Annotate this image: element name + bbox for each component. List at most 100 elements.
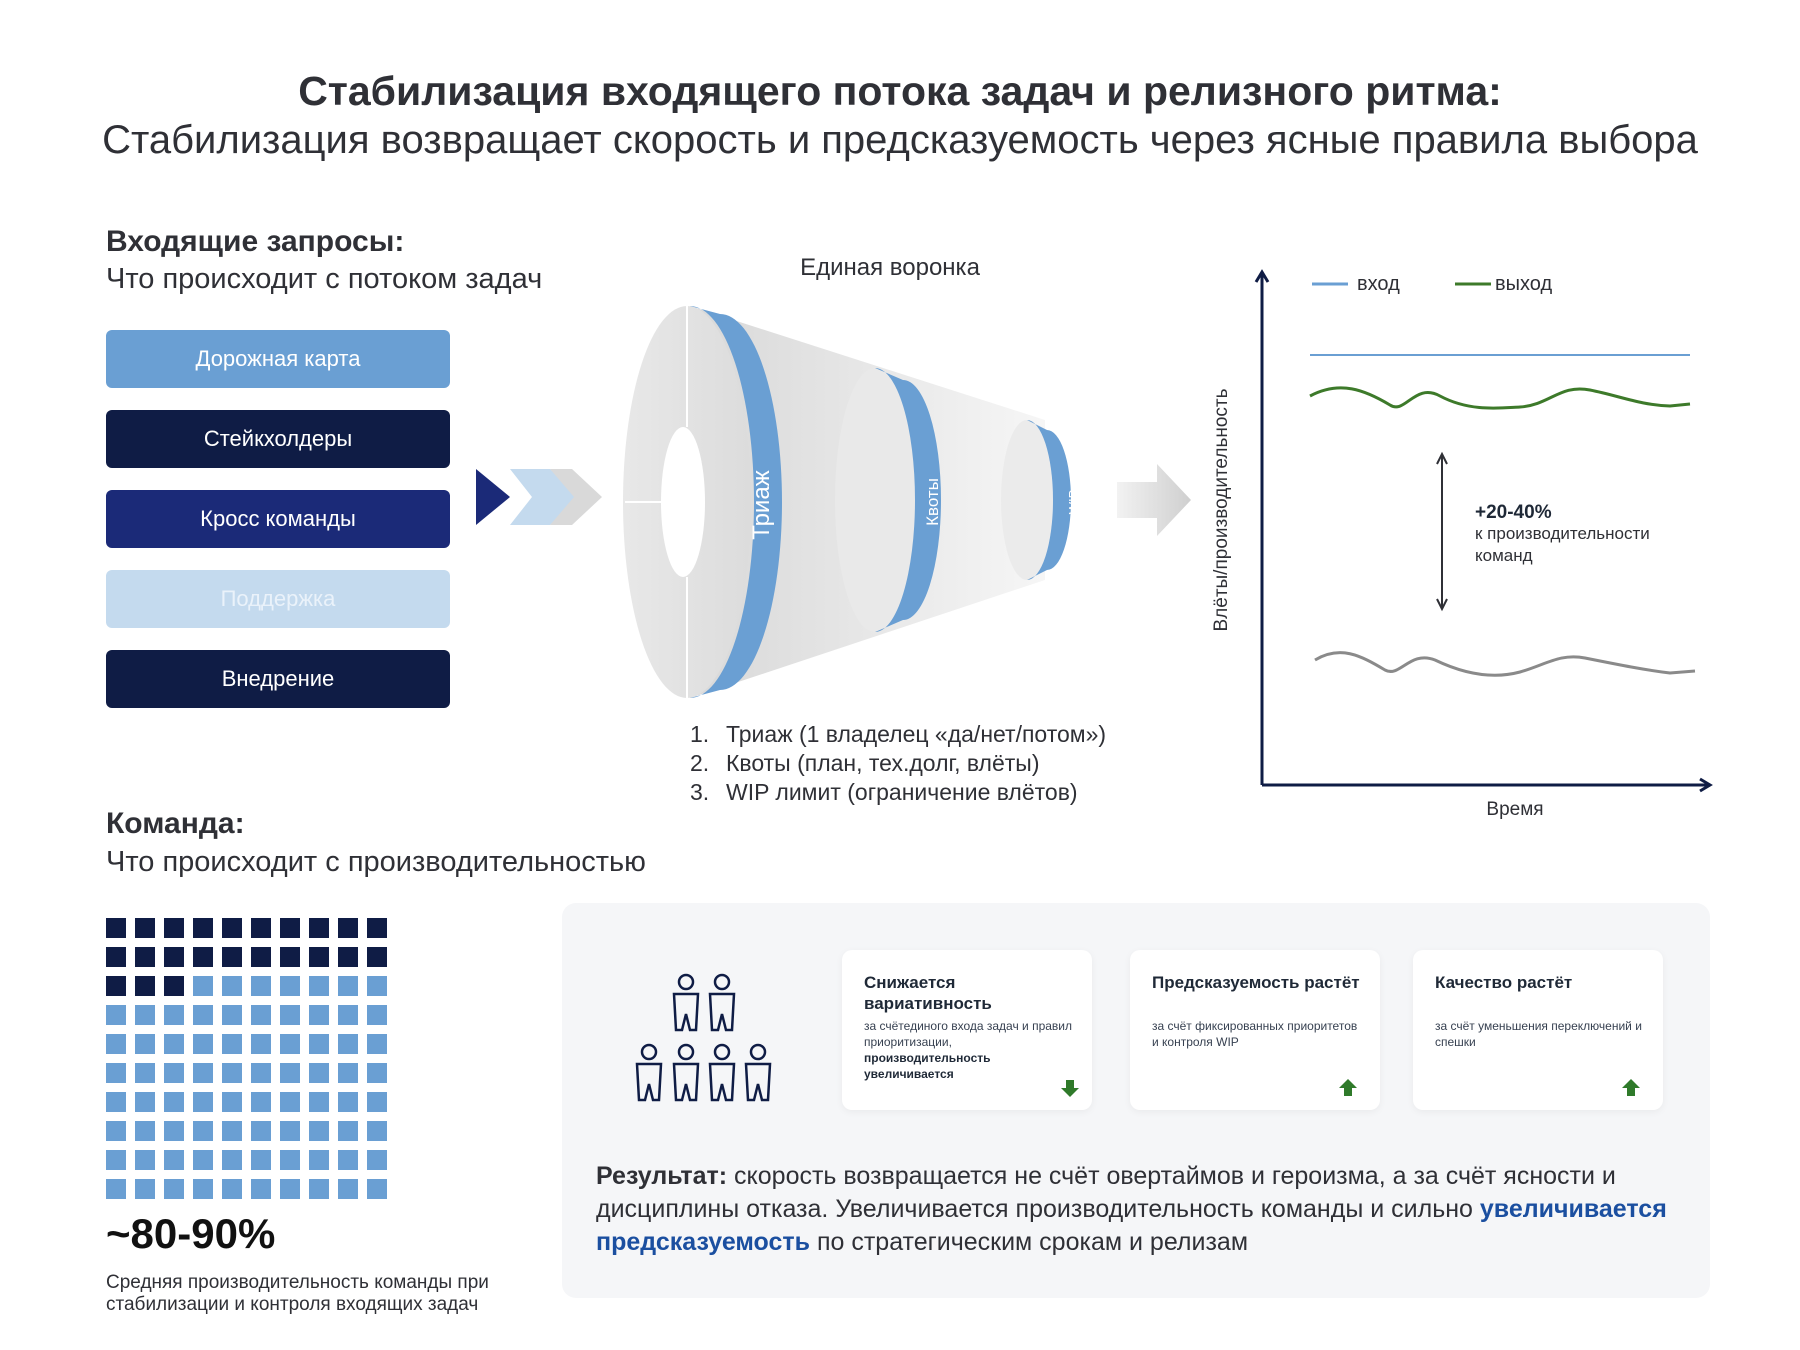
capacity-cell bbox=[193, 1063, 213, 1083]
capacity-cell bbox=[338, 1150, 358, 1170]
capacity-cell bbox=[309, 1063, 329, 1083]
capacity-cell bbox=[164, 1034, 184, 1054]
card-text: за счёт фиксированных приоритетов и конт… bbox=[1152, 1019, 1358, 1049]
capacity-cell bbox=[193, 1034, 213, 1054]
capacity-cell bbox=[222, 1063, 242, 1083]
capacity-cell bbox=[338, 1092, 358, 1112]
capacity-cell bbox=[135, 1005, 155, 1025]
capacity-cell bbox=[338, 976, 358, 996]
result-highlight: увеличивается предсказуемость bbox=[596, 1195, 1667, 1256]
capacity-cell bbox=[222, 1179, 242, 1199]
funnel-ring-wip bbox=[1027, 420, 1071, 580]
step-item: 1. Триаж (1 владелец «да/нет/потом») bbox=[690, 721, 1107, 747]
capacity-cell bbox=[135, 1121, 155, 1141]
capacity-cell bbox=[280, 1005, 300, 1025]
capacity-cell bbox=[222, 918, 242, 938]
capacity-cell bbox=[367, 1092, 387, 1112]
capacity-cell bbox=[338, 1063, 358, 1083]
capacity-cell bbox=[338, 1005, 358, 1025]
capacity-cell bbox=[251, 918, 271, 938]
capacity-cell bbox=[338, 947, 358, 967]
capacity-cell bbox=[280, 1092, 300, 1112]
team-subheading: Что происходит с производительностью bbox=[106, 846, 646, 878]
capacity-cell bbox=[309, 976, 329, 996]
capacity-cell bbox=[135, 947, 155, 967]
capacity-cell bbox=[106, 1005, 126, 1025]
funnel-title: Единая воронка bbox=[800, 254, 980, 281]
stage-label-quotas: Квоты bbox=[923, 478, 942, 526]
series-output-line bbox=[1309, 386, 1691, 410]
card-text: за счётединого входа задач и правил прио… bbox=[864, 1019, 1072, 1049]
step-item: 3. WIP лимит (ограничение влётов) bbox=[690, 779, 1078, 805]
capacity-cell bbox=[135, 918, 155, 938]
capacity-cell bbox=[106, 1150, 126, 1170]
capacity-cell bbox=[280, 918, 300, 938]
card-bold-text: производительность увеличивается bbox=[864, 1051, 991, 1081]
source-roadmap: Дорожная карта bbox=[106, 330, 450, 388]
arrow-up-icon bbox=[1339, 1079, 1357, 1096]
result-label: Результат: bbox=[596, 1162, 728, 1190]
capacity-cell bbox=[251, 1121, 271, 1141]
capacity-cell bbox=[251, 1034, 271, 1054]
capacity-cell bbox=[367, 1063, 387, 1083]
capacity-cell bbox=[164, 918, 184, 938]
capacity-cell bbox=[251, 1150, 271, 1170]
result-tail: по стратегическим срокам и релизам bbox=[810, 1228, 1249, 1256]
capacity-cell bbox=[309, 947, 329, 967]
capacity-cell bbox=[164, 976, 184, 996]
capacity-cell bbox=[338, 1179, 358, 1199]
capacity-cell bbox=[106, 1121, 126, 1141]
capacity-cell bbox=[164, 1005, 184, 1025]
capacity-cell bbox=[222, 947, 242, 967]
stage-label-wip: WIP bbox=[1066, 490, 1081, 515]
capacity-cell bbox=[193, 1121, 213, 1141]
capacity-cell bbox=[164, 1092, 184, 1112]
capacity-cell bbox=[367, 976, 387, 996]
capacity-cell bbox=[280, 947, 300, 967]
capacity-cell bbox=[135, 1034, 155, 1054]
capacity-cell bbox=[251, 1179, 271, 1199]
capacity-cell bbox=[193, 1150, 213, 1170]
capacity-cell bbox=[135, 1092, 155, 1112]
capacity-cell bbox=[135, 1179, 155, 1199]
capacity-cell bbox=[309, 1150, 329, 1170]
page-title: Стабилизация входящего потока задач и ре… bbox=[298, 68, 1502, 114]
capacity-cell bbox=[338, 1121, 358, 1141]
capacity-cell bbox=[193, 1092, 213, 1112]
source-implementation: Внедрение bbox=[106, 650, 450, 708]
capacity-cell bbox=[251, 1005, 271, 1025]
source-label: Кросс команды bbox=[200, 506, 356, 531]
capacity-cell bbox=[309, 1092, 329, 1112]
page-subtitle: Стабилизация возвращает скорость и предс… bbox=[102, 118, 1698, 162]
capacity-cell bbox=[222, 1150, 242, 1170]
capacity-cell bbox=[309, 1005, 329, 1025]
funnel-ring-quotas bbox=[875, 368, 941, 632]
flow-chevrons-icon bbox=[476, 469, 602, 525]
team-heading: Команда: bbox=[106, 807, 245, 840]
chart-annotation-text: к производительности команд bbox=[1475, 524, 1650, 565]
capacity-cell bbox=[367, 947, 387, 967]
capacity-cell bbox=[367, 1034, 387, 1054]
capacity-cell bbox=[251, 1063, 271, 1083]
stage-label-triage: Триаж bbox=[748, 470, 775, 539]
funnel-steps-list: 1. Триаж (1 владелец «да/нет/потом») 2. Кв… bbox=[690, 720, 1106, 807]
capacity-cell bbox=[135, 976, 155, 996]
capacity-cell bbox=[367, 918, 387, 938]
capacity-cell bbox=[309, 1121, 329, 1141]
source-support: Поддержка bbox=[106, 570, 450, 628]
capacity-cell bbox=[135, 1150, 155, 1170]
legend-label-input: вход bbox=[1357, 273, 1400, 295]
capacity-cell bbox=[106, 1092, 126, 1112]
capacity-cell bbox=[251, 976, 271, 996]
capacity-cell bbox=[164, 1063, 184, 1083]
capacity-cell bbox=[106, 1063, 126, 1083]
card-heading: Качество растёт bbox=[1435, 973, 1573, 992]
card-heading: Снижается вариативность bbox=[864, 973, 992, 1013]
capacity-cell bbox=[280, 1034, 300, 1054]
flow-chart: выход вход Влёты/производительность Врем… bbox=[1211, 269, 1713, 820]
funnel-ring-triage bbox=[690, 306, 782, 698]
capacity-cell bbox=[338, 1034, 358, 1054]
capacity-cell bbox=[280, 1150, 300, 1170]
capacity-cell bbox=[338, 918, 358, 938]
capacity-cell bbox=[193, 918, 213, 938]
